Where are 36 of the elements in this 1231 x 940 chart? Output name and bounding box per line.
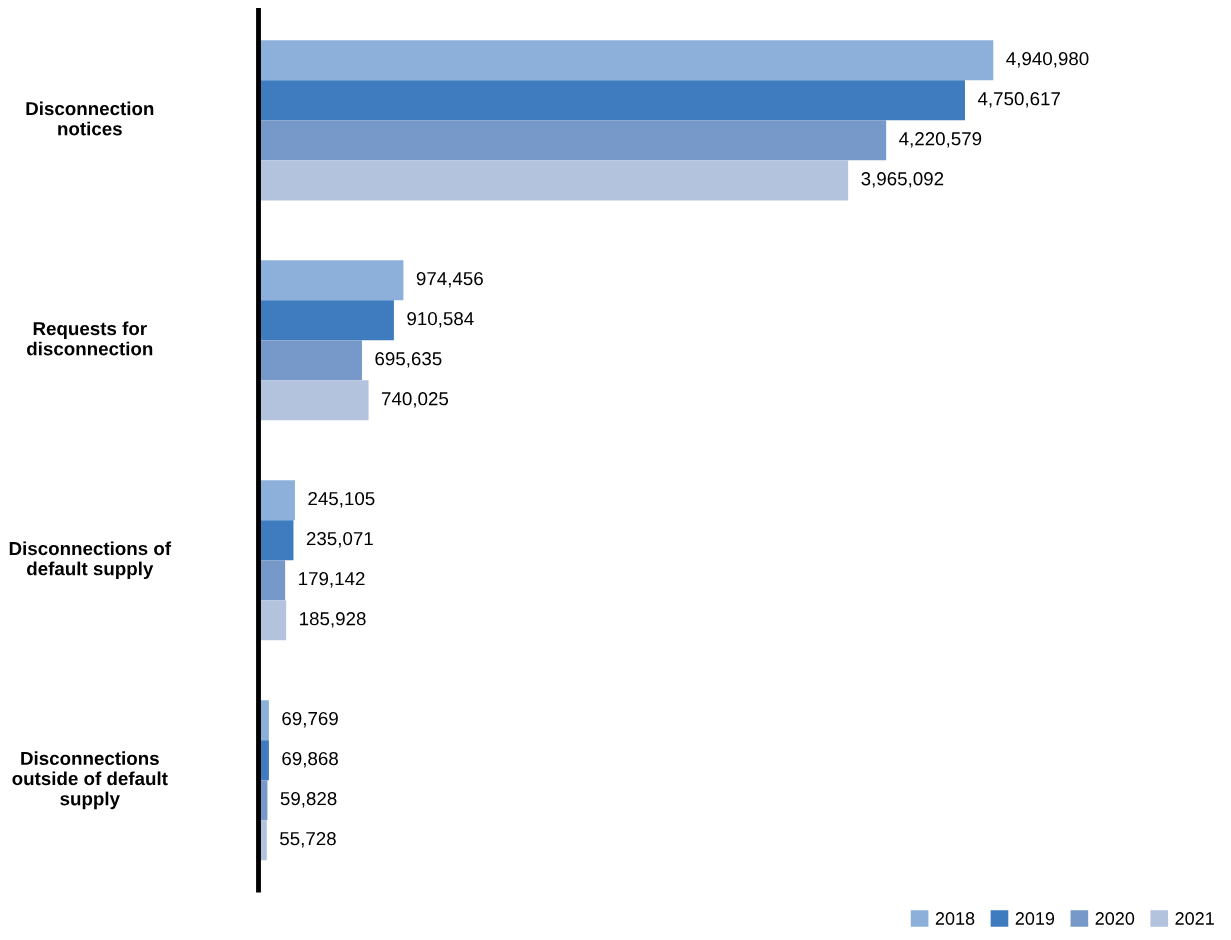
bar [258, 160, 849, 201]
data-label: 235,071 [306, 531, 373, 548]
data-label: 69,868 [282, 751, 338, 768]
y-tick-label: Disconnections of default supply [9, 541, 172, 580]
data-label: 55,728 [280, 832, 336, 848]
data-label: 59,828 [280, 791, 337, 808]
y-tick-label: Requests for disconnection [27, 321, 153, 356]
data-label: 910,584 [407, 312, 474, 328]
legend-label: 2020 [1095, 912, 1135, 925]
data-label: 695,635 [375, 352, 442, 368]
data-label: 4,220,579 [899, 132, 982, 148]
data-label: 740,025 [382, 392, 449, 408]
bar [258, 480, 295, 521]
bar [258, 380, 369, 421]
data-label: 4,940,980 [1006, 52, 1089, 68]
data-label: 4,750,617 [977, 92, 1060, 108]
bar [258, 120, 887, 161]
legend-label: 2021 [1175, 912, 1214, 925]
bar [258, 340, 362, 381]
data-label: 185,928 [300, 612, 366, 628]
data-label: 69,769 [282, 711, 338, 728]
y-tick-label: Disconnection notices [26, 101, 154, 136]
legend-label: 2019 [1015, 912, 1055, 925]
bar [258, 300, 394, 341]
y-tick-label: Disconnections outside of default supply [12, 751, 168, 810]
data-label: 245,105 [308, 491, 375, 508]
bar [258, 600, 287, 641]
data-label: 179,142 [299, 572, 365, 588]
bar [258, 80, 965, 121]
data-label: 974,456 [416, 271, 483, 288]
bar [258, 560, 286, 601]
bar [258, 40, 994, 81]
bar [258, 260, 404, 301]
bar [258, 520, 294, 561]
data-label: 3,965,092 [861, 172, 944, 188]
legend-label: 2018 [935, 912, 975, 925]
